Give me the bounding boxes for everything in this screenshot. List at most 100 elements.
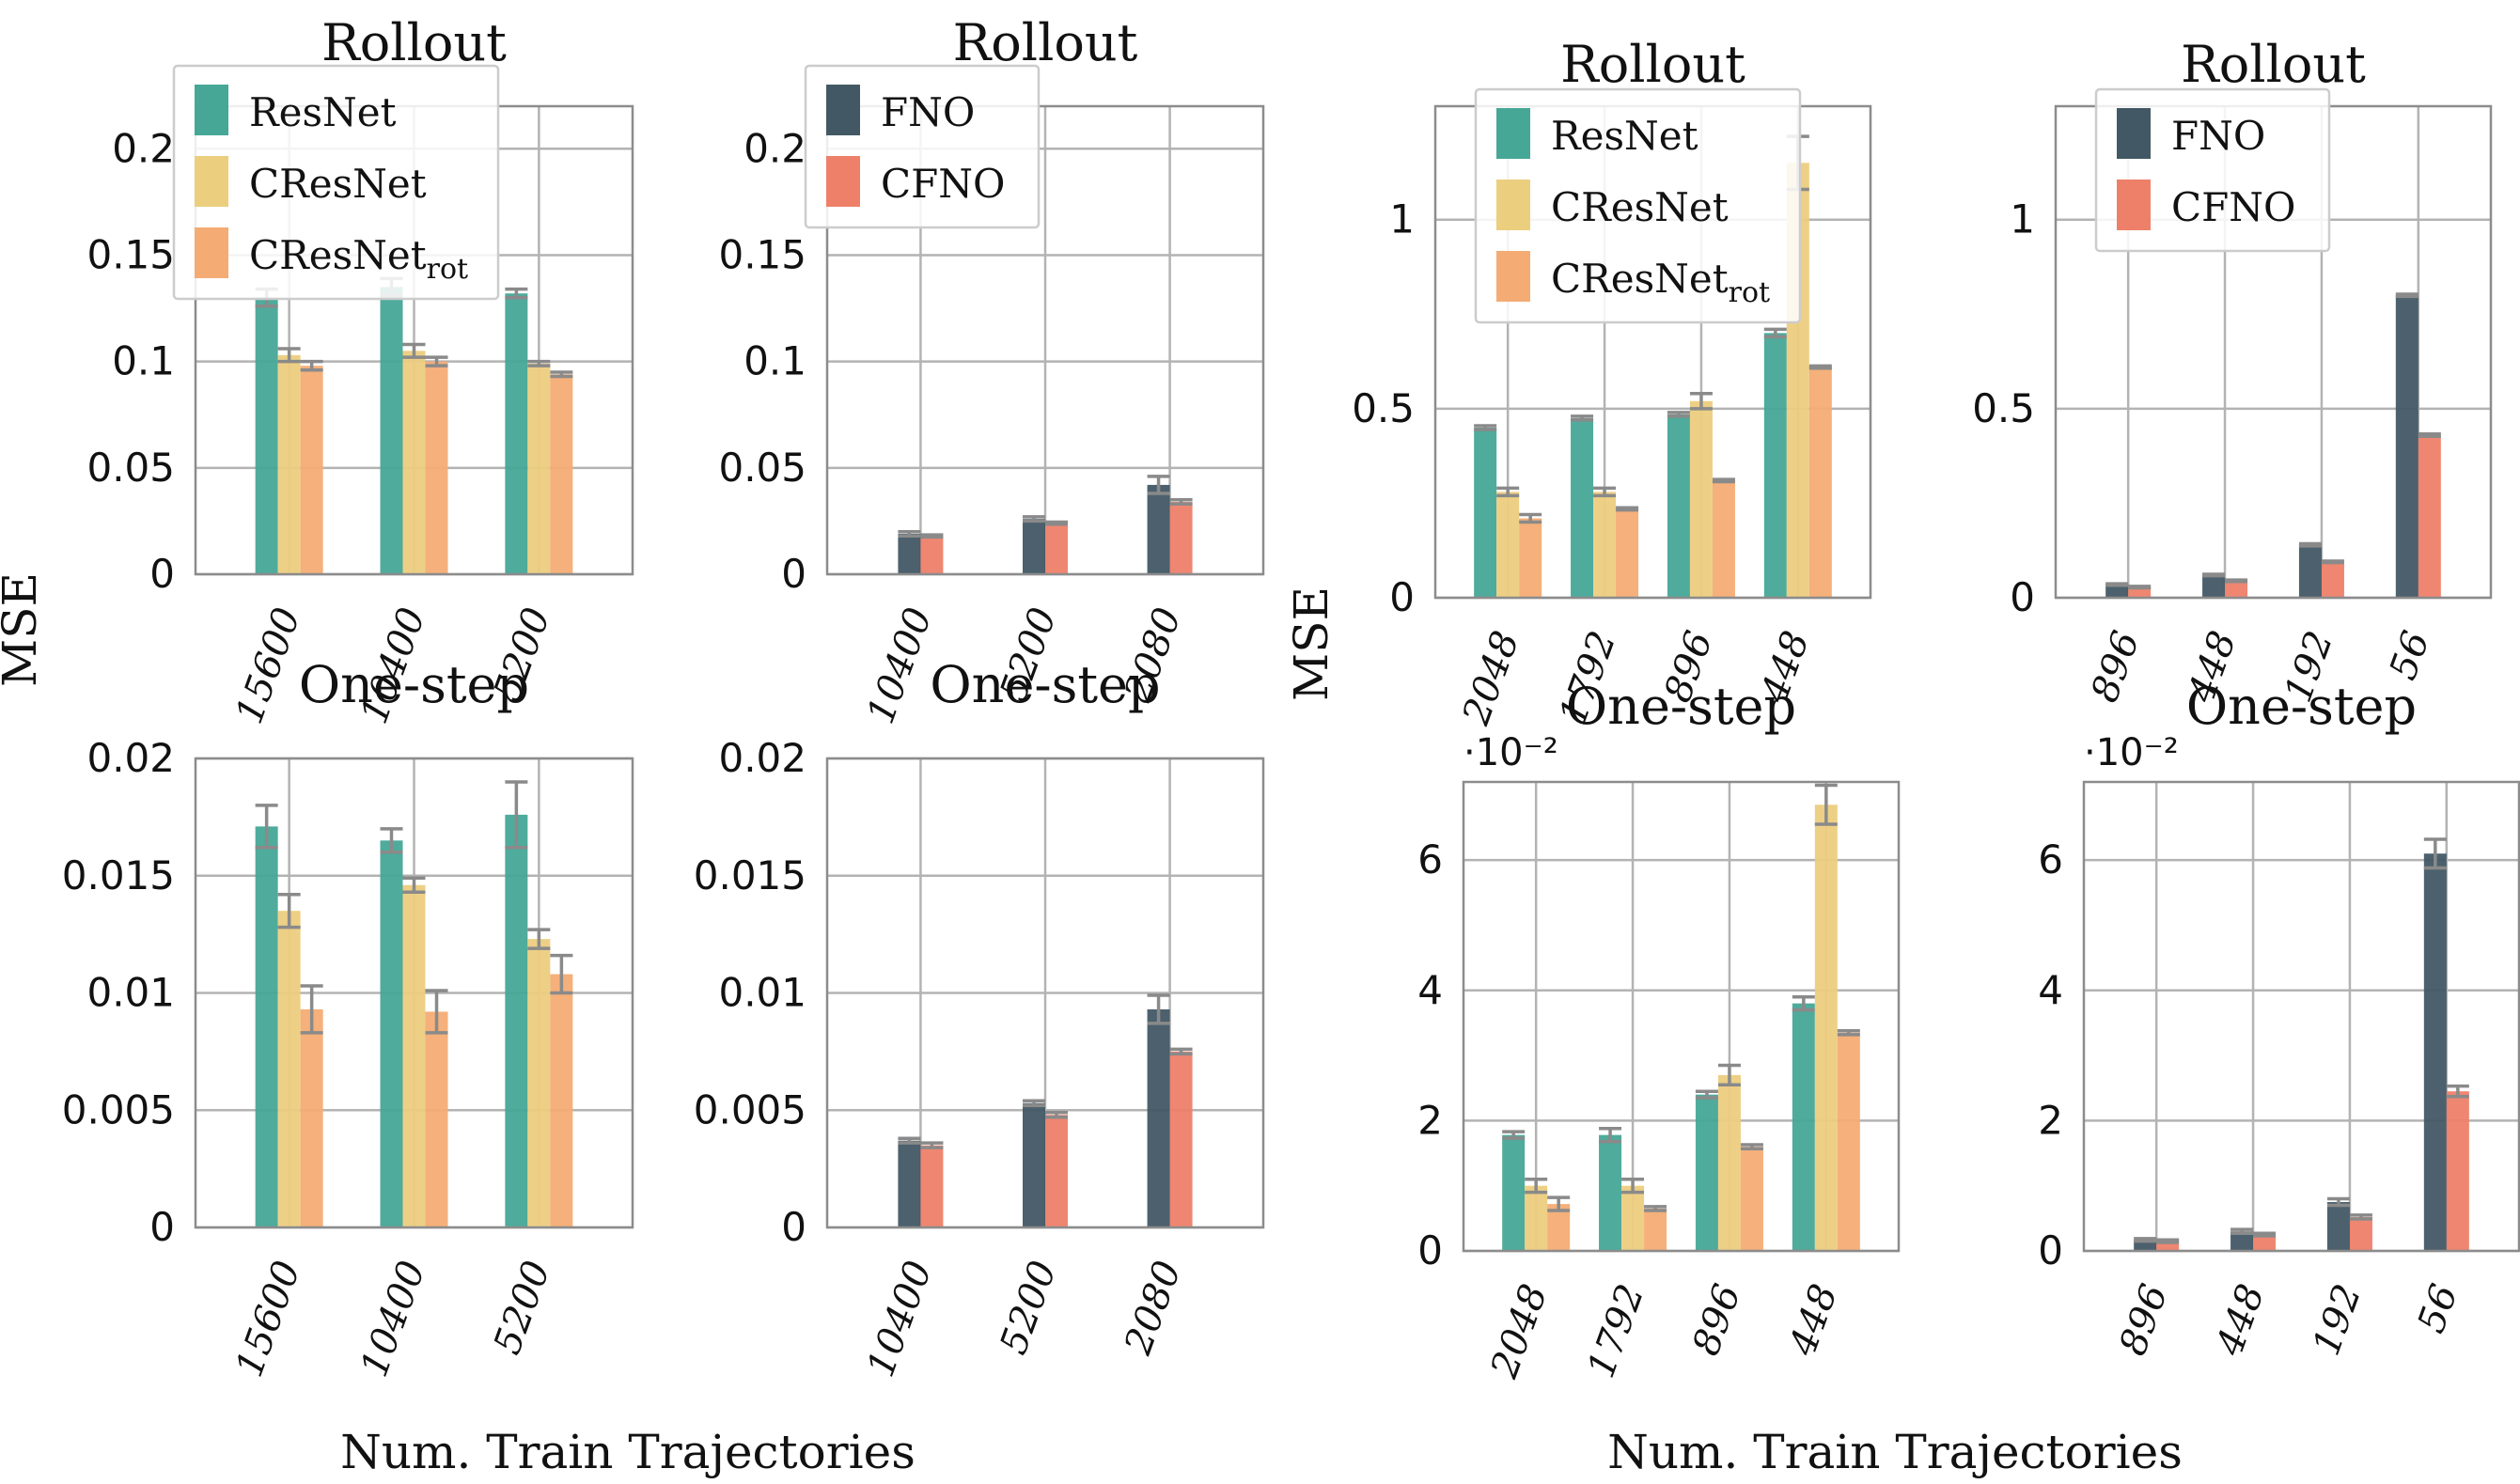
- chart-6-bar-cresnet-448: [1814, 804, 1838, 1251]
- chart-3-errorbar-fno-10400: [898, 1136, 921, 1145]
- chart-3-bar-cfno-10400: [920, 1145, 944, 1227]
- chart-0-legend-label-resnet: ResNet: [249, 89, 397, 135]
- chart-6-errorbar-resnet-2048: [1502, 1130, 1526, 1140]
- chart-4-bar-cresnet-1792: [1593, 492, 1617, 598]
- chart-1-legend-label-cfno: CFNO: [881, 161, 1005, 207]
- chart-6-bar-resnet-896: [1695, 1094, 1718, 1251]
- chart-6-bar-cresnet-896: [1717, 1074, 1741, 1251]
- chart-3-errorbar-cfno-5200: [1045, 1110, 1068, 1119]
- chart-5-ytick-label-2: 1: [2010, 196, 2035, 242]
- chart-2-bar-resnet-5200: [505, 814, 528, 1227]
- chart-2-errorbar-cresnet-5200: [527, 928, 551, 950]
- chart-7-bar-fno-448: [2230, 1231, 2254, 1251]
- chart-4-errorbar-cresnet-1792: [1593, 486, 1617, 498]
- chart-2-errorbar-resnet-15600: [255, 804, 278, 850]
- chart-5-bar-fno-192: [2298, 544, 2322, 598]
- chart-6-xtick-label-448: 448: [1781, 1279, 1847, 1362]
- chart-7-ytick-label-0: 0: [2038, 1227, 2063, 1273]
- chart-5-bar-cfno-448: [2225, 580, 2248, 598]
- chart-1-bar-fno-5200: [1023, 519, 1045, 574]
- chart-4-legend-label-resnet-text: ResNet: [1551, 113, 1698, 159]
- chart-3-xtick-label-10400: 10400: [859, 1256, 941, 1382]
- chart-6-bar-cresnetrot-896: [1740, 1147, 1763, 1251]
- chart-5-legend: FNO CFNO: [2094, 87, 2331, 253]
- chart-3-errorbar-cfno-10400: [920, 1141, 944, 1149]
- chart-1-legend: FNO CFNO: [804, 64, 1041, 229]
- chart-3-bar-fno-10400: [898, 1140, 921, 1227]
- chart-4-legend-box: [1474, 87, 1802, 324]
- chart-3-xtick-label-2080: 2080: [1117, 1256, 1190, 1361]
- chart-2-errorbar-cresnetrot-5200: [550, 953, 573, 995]
- chart-7-errorbar-cfno-896: [2156, 1238, 2180, 1244]
- chart-4-ytick-label-0: 0: [1389, 574, 1415, 620]
- chart-2-ytick-label-2: 0.01: [86, 970, 175, 1016]
- chart-0-legend-label-cresnetrot-subscript: rot: [427, 253, 468, 286]
- chart-4-xtick-label-2048: 2048: [1454, 626, 1527, 731]
- chart-0-legend-swatch-cresnetrot: [195, 227, 228, 278]
- chart-2-errorbar-resnet-5200: [505, 780, 528, 850]
- chart-0-errorbar-resnet-5200: [505, 287, 528, 300]
- chart-1-ytick-label-4: 0.2: [743, 125, 806, 171]
- chart-6-scale-note: ·10⁻²: [1463, 731, 1558, 774]
- chart-6-errorbar-cresnet-2048: [1525, 1178, 1548, 1195]
- chart-5-legend-swatch-cfno: [2117, 180, 2151, 230]
- chart-3-errorbar-fno-2080: [1147, 993, 1170, 1025]
- chart-6-bar-cresnetrot-448: [1837, 1032, 1860, 1251]
- chart-4-bar-resnet-1792: [1571, 417, 1594, 598]
- chart-7-errorbar-cfno-192: [2349, 1213, 2372, 1221]
- chart-6-panel: One-step·10⁻² 0 2 4 6 2048 1792 896 448: [1417, 677, 1901, 1384]
- chart-4-errorbar-cresnet-896: [1689, 392, 1713, 411]
- chart-1-ytick-label-3: 0.15: [718, 231, 806, 277]
- chart-4-errorbar-resnet-896: [1667, 411, 1690, 418]
- chart-7-ytick-label-2: 4: [2038, 967, 2063, 1013]
- chart-1-bar-fno-2080: [1147, 484, 1170, 574]
- chart-6-errorbar-cresnetrot-1792: [1644, 1205, 1667, 1212]
- chart-3-bar-fno-5200: [1023, 1102, 1045, 1227]
- chart-6-ytick-label-0: 0: [1417, 1227, 1443, 1273]
- chart-3-xtick-label-5200: 5200: [992, 1256, 1065, 1360]
- chart-1-errorbar-fno-5200: [1023, 515, 1045, 523]
- chart-0-errorbar-cresnet-5200: [527, 359, 551, 367]
- chart-4-errorbar-resnet-448: [1763, 327, 1787, 339]
- chart-7-axes-frame: [2082, 780, 2520, 1253]
- chart-4-bar-cresnetrot-896: [1712, 480, 1735, 598]
- chart-7-bar-cfno-56: [2446, 1091, 2469, 1251]
- chart-2-ytick-label-4: 0.02: [86, 735, 175, 781]
- chart-1-axes-frame: [825, 104, 1265, 576]
- chart-0-errorbar-cresnet-15600: [277, 347, 301, 364]
- chart-7-errorbar-cfno-448: [2253, 1231, 2277, 1238]
- chart-0-legend-swatch-cresnet: [195, 156, 228, 207]
- chart-1-errorbar-fno-2080: [1147, 475, 1170, 495]
- chart-5-bar-fno-56: [2395, 295, 2418, 598]
- chart-4-legend-label-cresnet: CResNet: [1551, 184, 1729, 230]
- chart-5-legend-box: [2094, 87, 2331, 253]
- chart-2-errorbar-cresnetrot-10400: [425, 989, 448, 1035]
- chart-7-errorbar-fno-448: [2230, 1227, 2254, 1236]
- chart-4-legend-swatch-cresnetrot: [1496, 251, 1530, 302]
- chart-2-errorbar-cresnetrot-15600: [300, 984, 323, 1035]
- chart-3-bar-fno-2080: [1147, 1008, 1170, 1227]
- chart-5-errorbar-fno-448: [2202, 572, 2226, 578]
- chart-0-legend-label-cresnetrot-text: CResNet: [249, 232, 427, 278]
- chart-4-errorbar-resnet-1792: [1571, 414, 1594, 422]
- chart-1-legend-label-fno-text: FNO: [881, 89, 975, 135]
- chart-5-legend-label-fno: FNO: [2171, 113, 2265, 159]
- chart-4-bar-cresnet-2048: [1496, 492, 1520, 598]
- chart-7-errorbar-fno-56: [2423, 837, 2447, 870]
- chart-3-title: One-step: [930, 655, 1160, 714]
- chart-7-bar-cfno-448: [2253, 1234, 2277, 1251]
- chart-5-bar-fno-448: [2202, 574, 2226, 598]
- chart-7-errorbar-fno-896: [2134, 1237, 2157, 1243]
- chart-5-errorbar-cfno-56: [2418, 432, 2441, 438]
- chart-5-errorbar-cfno-896: [2128, 585, 2152, 590]
- chart-6-xtick-label-1792: 1792: [1579, 1279, 1652, 1383]
- chart-2-title: One-step: [299, 655, 529, 714]
- chart-6-errorbar-cresnetrot-448: [1837, 1028, 1860, 1037]
- chart-0-title: Rollout: [321, 13, 507, 72]
- chart-5-legend-swatch-fno: [2117, 108, 2151, 159]
- right-x-axis-label: Num. Train Trajectories: [1607, 1425, 2183, 1479]
- chart-5-errorbar-fno-896: [2105, 582, 2129, 587]
- chart-4-title: Rollout: [1560, 35, 1745, 94]
